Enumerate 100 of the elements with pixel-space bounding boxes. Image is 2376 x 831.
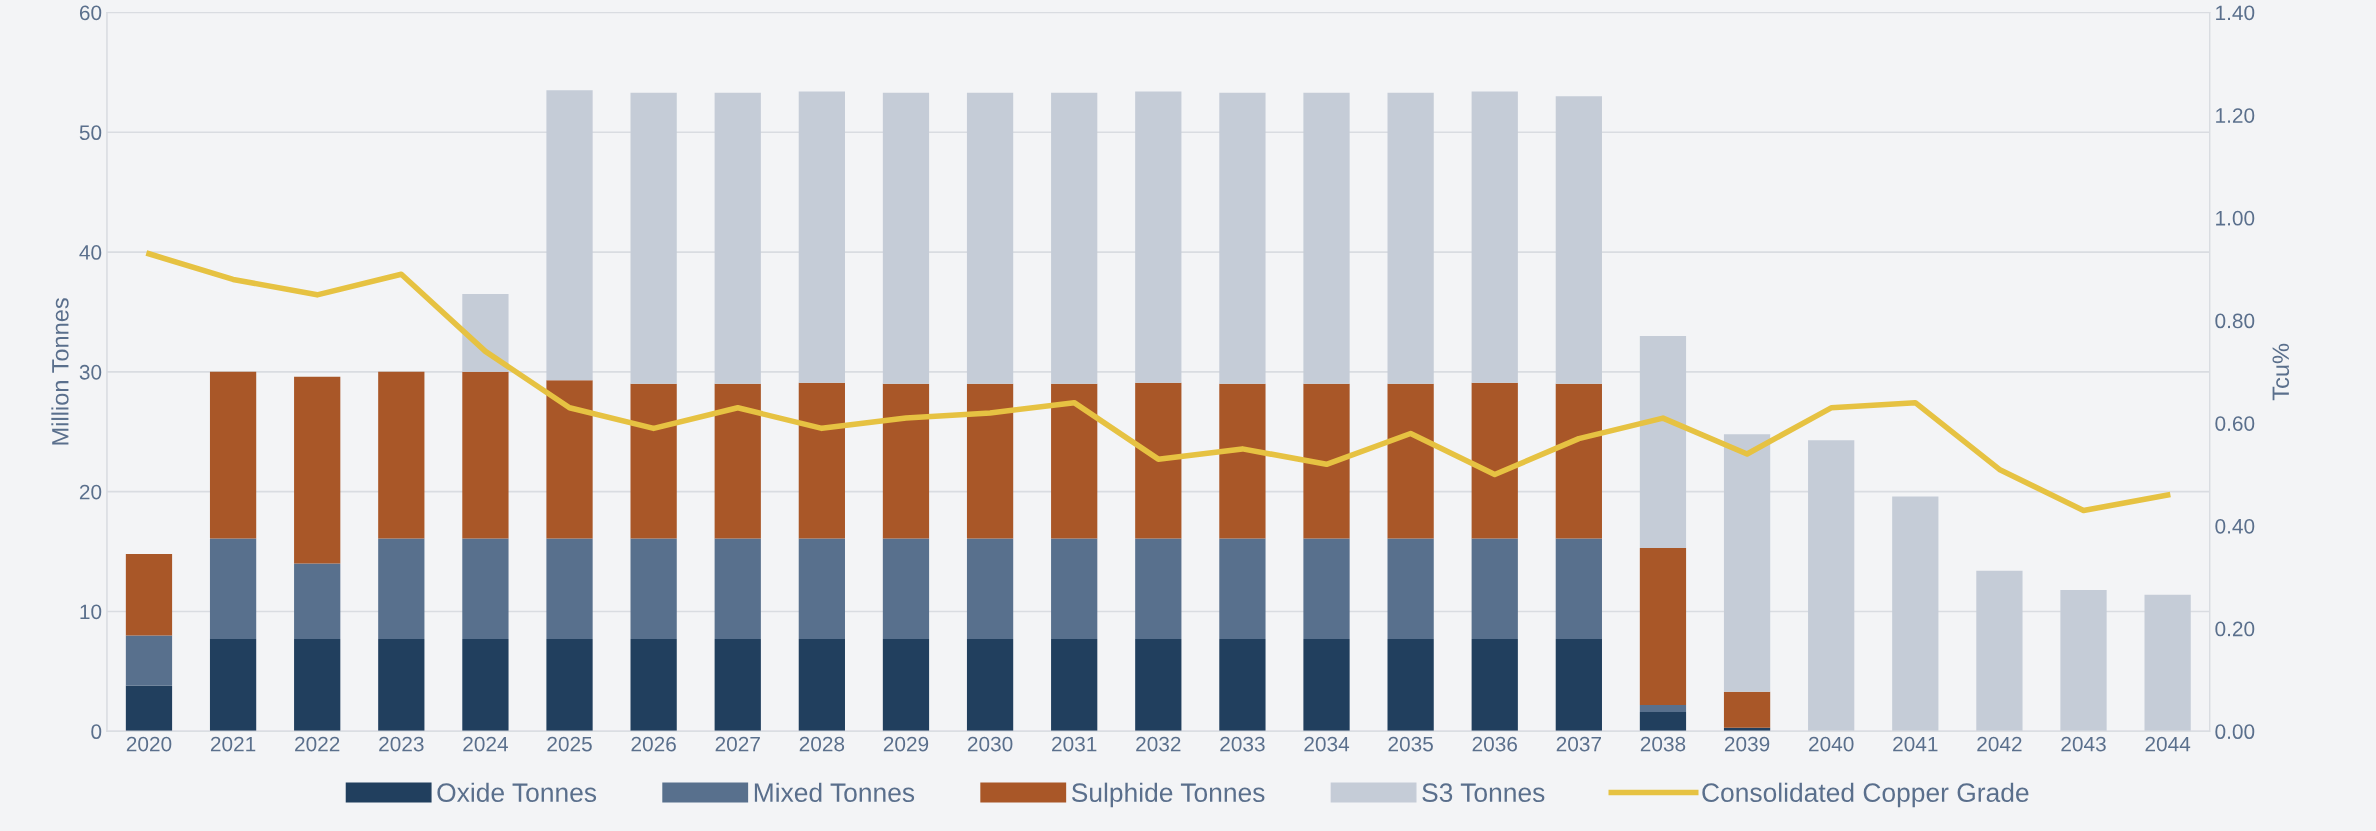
bar (462, 294, 509, 372)
bar (1387, 538, 1434, 640)
y2-tick-label: 0.20 (2215, 621, 2255, 637)
bar (546, 538, 593, 640)
bar (1219, 538, 1266, 640)
bar (1303, 538, 1350, 640)
bar (966, 639, 1014, 732)
bar (1471, 382, 1518, 539)
legend-label: Sulphide Tonnes (1071, 782, 1265, 808)
bar (1555, 538, 1602, 640)
x-tick-label: 2029 (883, 736, 929, 752)
bar (1639, 547, 1687, 705)
y-tick-label: 60 (79, 5, 102, 21)
bar (882, 92, 930, 384)
y2-tick-label: 1.40 (2216, 5, 2255, 21)
bar (1639, 712, 1687, 732)
bar (630, 383, 677, 539)
bar (1051, 92, 1098, 384)
legend-label: Consolidated Copper Grade (1702, 782, 2029, 808)
bar (1387, 383, 1434, 539)
y-tick-label: 20 (79, 484, 102, 500)
bar (882, 383, 930, 539)
bar (882, 538, 930, 640)
x-tick-label: 2043 (2061, 736, 2106, 752)
x-tick-label: 2030 (967, 736, 1013, 752)
bar (1051, 639, 1098, 732)
bar (1555, 639, 1602, 732)
bar (1892, 496, 1939, 732)
bar (1723, 434, 1771, 692)
x-tick-label: 2025 (547, 736, 592, 752)
y-tick-label: 10 (80, 604, 102, 620)
bar (294, 376, 341, 564)
bar (1219, 383, 1266, 539)
bar (125, 553, 173, 636)
bar (798, 538, 845, 640)
bar (378, 639, 425, 732)
y2-axis-title: Tcu% (2272, 343, 2290, 401)
y2-tick-label: 0.00 (2215, 724, 2255, 740)
bar (1135, 538, 1182, 640)
bar (294, 639, 341, 732)
bar (294, 563, 341, 640)
bar (1387, 92, 1434, 384)
bar (546, 90, 593, 381)
bar (1135, 639, 1182, 732)
bar (714, 383, 761, 539)
bar (630, 639, 677, 732)
bar (378, 371, 425, 539)
y-tick-label: 30 (79, 364, 102, 380)
bar (1471, 538, 1518, 640)
bar (209, 371, 257, 539)
x-tick-label: 2026 (631, 736, 676, 752)
bar (798, 639, 845, 732)
bar (125, 685, 173, 732)
x-tick-label: 2022 (295, 736, 340, 752)
bar (1135, 382, 1182, 539)
bar (966, 92, 1014, 384)
x-tick-label: 2036 (1472, 736, 1517, 752)
bar (546, 639, 593, 732)
y-tick-label: 50 (79, 125, 102, 141)
bar (209, 639, 257, 732)
y-tick-label: 40 (79, 245, 102, 260)
x-tick-label: 2020 (126, 736, 172, 752)
bar (462, 371, 509, 539)
bar (1135, 91, 1182, 383)
bar (546, 380, 593, 539)
x-tick-label: 2038 (1640, 736, 1686, 752)
legend-label: Oxide Tonnes (437, 782, 597, 803)
y2-tick-label: 0.80 (2215, 313, 2255, 329)
bar (1387, 639, 1434, 732)
bar (714, 92, 761, 384)
bar (1303, 92, 1350, 384)
bar (209, 538, 257, 640)
bar (2144, 594, 2191, 732)
bar (1639, 335, 1687, 548)
y-tick-label: 0 (91, 724, 102, 740)
bar (1303, 639, 1350, 732)
y2-tick-label: 0.40 (2215, 518, 2255, 534)
bar (125, 635, 173, 686)
x-tick-label: 2031 (1052, 736, 1097, 752)
bar (1051, 383, 1098, 539)
x-tick-label: 2028 (799, 736, 845, 752)
x-tick-label: 2039 (1724, 736, 1770, 752)
x-tick-label: 2024 (463, 736, 508, 752)
bar (1639, 704, 1687, 713)
bar (966, 538, 1014, 640)
bar (1471, 639, 1518, 732)
bar (462, 538, 509, 640)
x-tick-label: 2034 (1304, 736, 1350, 752)
bar (966, 383, 1014, 539)
bar (630, 92, 677, 384)
x-tick-label: 2023 (379, 736, 424, 752)
bar (1471, 91, 1518, 383)
bar (378, 538, 425, 640)
x-tick-label: 2033 (1220, 736, 1265, 752)
bar (1555, 383, 1602, 539)
x-tick-label: 2035 (1388, 736, 1433, 752)
bar (1303, 383, 1350, 539)
bar (462, 639, 509, 732)
x-tick-label: 2027 (715, 736, 760, 752)
bar (882, 639, 930, 732)
